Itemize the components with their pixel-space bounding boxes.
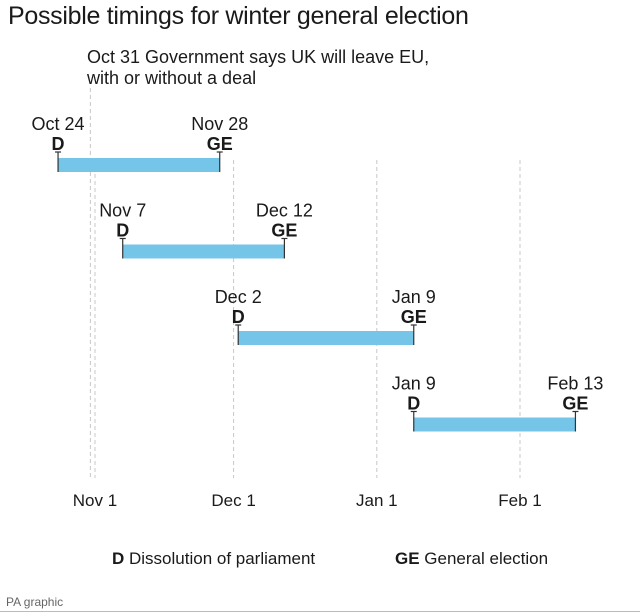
end-date-label: Jan 9 (392, 287, 436, 307)
chart-title: Possible timings for winter general elec… (8, 2, 469, 30)
start-code-label: D (116, 221, 129, 241)
footer-divider (0, 611, 640, 612)
start-date-label: Oct 24 (32, 114, 85, 134)
start-code-label: D (407, 394, 420, 414)
end-date-label: Dec 12 (256, 201, 313, 221)
x-tick-label: Nov 1 (73, 491, 117, 510)
start-date-label: Nov 7 (99, 201, 146, 221)
end-date-label: Feb 13 (547, 374, 603, 394)
annotation-text: Oct 31 Government says UK will leave EU, (87, 47, 429, 67)
end-code-label: GE (271, 221, 297, 241)
credit-text: PA graphic (6, 595, 64, 609)
legend-entry: GE General election (395, 549, 548, 568)
legend-entry: D Dissolution of parliament (112, 549, 315, 568)
end-code-label: GE (401, 307, 427, 327)
x-tick-label: Feb 1 (498, 491, 541, 510)
axis-layer: Nov 1 Dec 1 Jan 1 Feb 1 (73, 491, 542, 510)
start-code-label: D (52, 134, 65, 154)
annotation-text: with or without a deal (86, 68, 256, 88)
scenario-bar (122, 244, 285, 259)
annotation-layer: Oct 31 Government says UK will leave EU,… (86, 47, 429, 478)
x-tick-label: Jan 1 (356, 491, 398, 510)
x-tick-label: Dec 1 (211, 491, 255, 510)
legend-layer: D Dissolution of parliament GE General el… (112, 549, 548, 568)
start-code-label: D (232, 307, 245, 327)
scenario-bar (238, 331, 414, 345)
end-code-label: GE (207, 134, 233, 154)
end-date-label: Nov 28 (191, 114, 248, 134)
scenario-bar (58, 158, 220, 172)
scenario-bar (413, 417, 576, 432)
end-code-label: GE (562, 394, 588, 414)
grid-layer (94, 160, 521, 478)
start-date-label: Dec 2 (215, 287, 262, 307)
start-date-label: Jan 9 (392, 374, 436, 394)
